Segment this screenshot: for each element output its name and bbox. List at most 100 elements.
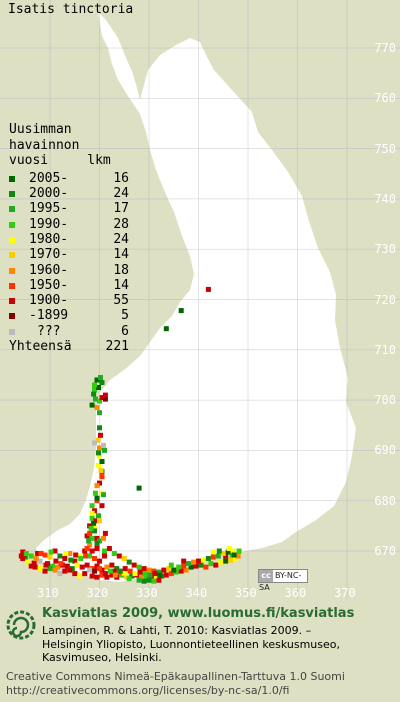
- observation-marker: [28, 563, 34, 569]
- legend-swatch: [9, 236, 15, 243]
- legend-row: ??? 6: [9, 324, 129, 339]
- legend-count: 55: [113, 293, 129, 309]
- observation-marker: [106, 546, 112, 551]
- legend-count: 24: [113, 231, 129, 247]
- observation-marker: [42, 568, 48, 574]
- legend-swatch: [9, 282, 15, 289]
- legend-header-line: vuosi lkm: [9, 153, 111, 169]
- easting-tick-label: 350: [235, 586, 257, 600]
- observation-marker: [98, 468, 104, 473]
- observation-marker: [99, 474, 105, 480]
- observation-marker: [99, 572, 105, 578]
- legend-row: 2000- 24: [9, 186, 129, 201]
- observation-marker: [215, 553, 221, 559]
- legend-row: 1995- 17: [9, 201, 129, 216]
- observation-marker: [62, 556, 68, 561]
- observation-marker: [89, 548, 95, 554]
- observation-marker: [64, 563, 70, 569]
- observation-marker: [67, 551, 73, 556]
- observation-marker: [37, 558, 43, 564]
- legend-header-line: Uusimman: [9, 122, 72, 137]
- observation-marker: [93, 490, 98, 496]
- observation-marker: [153, 574, 159, 580]
- observation-marker: [77, 573, 83, 579]
- observation-marker: [92, 387, 97, 393]
- observation-marker: [99, 459, 105, 464]
- observation-marker: [89, 573, 95, 579]
- kasviatlas-heading-link[interactable]: Kasviatlas 2009, www.luomus.fi/kasviatla…: [42, 606, 355, 621]
- observation-marker: [168, 571, 174, 577]
- species-title: Isatis tinctoria: [8, 2, 134, 17]
- observation-marker: [67, 567, 73, 573]
- observation-marker: [205, 286, 211, 292]
- observation-marker: [198, 562, 204, 568]
- legend-period: 1995-: [29, 201, 69, 217]
- observation-marker: [131, 562, 137, 568]
- easting-tick-label: 360: [284, 586, 307, 600]
- observation-marker: [205, 556, 211, 561]
- northing-tick-label: 730: [374, 242, 396, 257]
- license-url[interactable]: http://creativecommons.org/licenses/by-n…: [6, 684, 290, 697]
- observation-marker: [144, 574, 149, 580]
- cc-icon: cc: [259, 570, 273, 582]
- observation-marker: [32, 564, 38, 570]
- observation-marker: [129, 573, 135, 579]
- observation-marker: [121, 556, 127, 561]
- cc-badge-text: BY-NC-SA: [259, 571, 302, 592]
- legend-row: 1990- 28: [9, 217, 129, 232]
- observation-marker: [94, 546, 100, 551]
- observation-marker: [181, 558, 187, 564]
- observation-marker: [72, 571, 78, 577]
- observation-marker: [139, 573, 145, 579]
- observation-marker: [31, 560, 37, 566]
- legend-period: 1990-: [29, 216, 69, 232]
- observation-marker: [99, 503, 105, 509]
- legend-swatch: [9, 267, 15, 274]
- observation-marker: [78, 556, 84, 561]
- observation-marker: [99, 395, 105, 401]
- legend-row: 1900- 55: [9, 293, 129, 308]
- observation-marker: [220, 551, 226, 556]
- observation-marker: [94, 377, 100, 383]
- observation-marker: [132, 571, 138, 577]
- observation-marker: [152, 571, 158, 577]
- observation-marker: [186, 561, 192, 567]
- easting-tick-label: 340: [185, 586, 208, 600]
- observation-marker: [98, 375, 103, 380]
- observation-marker: [91, 520, 97, 526]
- observation-marker: [28, 553, 34, 559]
- observation-marker: [193, 563, 199, 569]
- legend-swatch: [9, 221, 15, 228]
- legend-swatch: [9, 328, 15, 335]
- legend-count: 6: [121, 323, 129, 339]
- observation-marker: [147, 572, 153, 578]
- cc-license-badge[interactable]: cc BY-NC-SA: [258, 569, 308, 592]
- observation-marker: [178, 568, 184, 574]
- observation-marker: [83, 553, 89, 559]
- observation-marker: [191, 559, 197, 565]
- legend: Uusimman havainnon vuosi lkm 2005- 16 2000…: [9, 122, 129, 355]
- observation-marker: [97, 410, 102, 416]
- northing-tick-label: 760: [374, 91, 396, 106]
- observation-marker: [112, 572, 118, 578]
- observation-marker: [104, 574, 110, 580]
- observation-marker: [116, 553, 122, 559]
- easting-tick-label: 330: [136, 586, 158, 600]
- observation-marker: [87, 542, 93, 548]
- legend-row: 1950- 14: [9, 278, 129, 293]
- observation-marker: [79, 564, 85, 570]
- observation-marker: [101, 535, 106, 541]
- observation-marker: [181, 563, 187, 569]
- observation-marker: [157, 572, 163, 578]
- observation-marker: [53, 558, 59, 564]
- observation-marker: [99, 380, 105, 385]
- northing-tick-label: 770: [374, 41, 396, 55]
- observation-marker: [37, 566, 43, 572]
- observation-marker: [141, 566, 147, 572]
- legend-row: 1970- 14: [9, 247, 129, 262]
- observation-marker: [121, 570, 127, 576]
- observation-marker: [52, 548, 58, 554]
- observation-marker: [228, 557, 234, 563]
- citation: Lampinen, R. & Lahti, T. 2010: Kasviatla…: [42, 624, 340, 665]
- observation-marker: [94, 483, 100, 489]
